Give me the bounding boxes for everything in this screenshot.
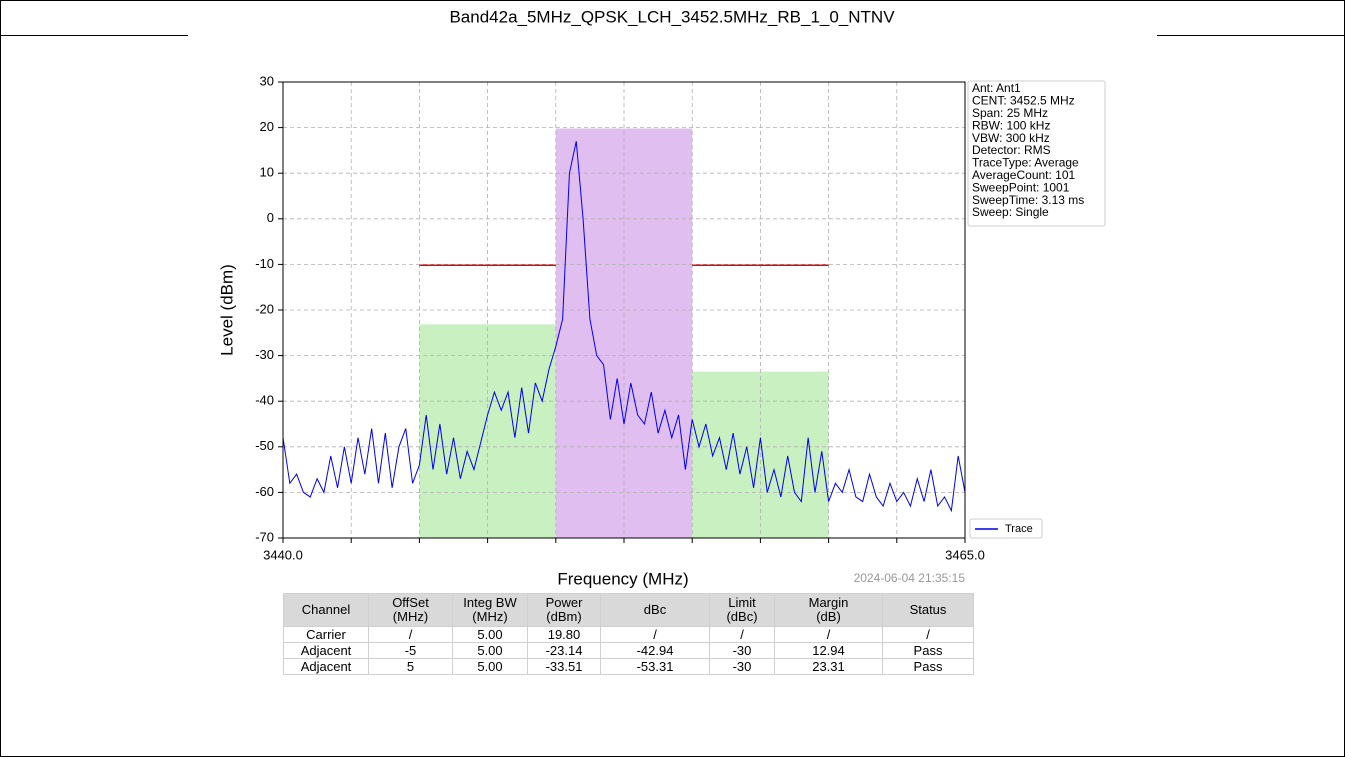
table-cell: -5	[368, 642, 453, 659]
table-row: Carrier/5.00 19.80// / /	[283, 626, 974, 643]
table-cell: 12.94	[774, 642, 883, 659]
info-line: Ant: Ant1	[972, 81, 1021, 95]
y-tick-label: 10	[260, 165, 274, 180]
table-cell: 5.00	[452, 642, 528, 659]
legend-label: Trace	[1005, 523, 1033, 535]
table-cell: Pass	[882, 642, 974, 659]
header-row: Channel OffSet (MHz) Integ BW (MHz) Power (…	[283, 593, 974, 627]
header-cell: Integ BW (MHz)	[452, 593, 528, 627]
y-tick-label: 20	[260, 119, 274, 134]
info-box	[967, 80, 1106, 227]
legend-box	[969, 518, 1043, 539]
info-line: VBW: 300 kHz	[972, 131, 1050, 145]
info-line: Detector: RMS	[972, 143, 1051, 157]
table-cell: -30	[709, 642, 775, 659]
info-line: RBW: 100 kHz	[972, 118, 1050, 132]
timestamp: 2024-06-04 21:35:15	[854, 571, 966, 585]
info-line: CENT: 3452.5 MHz	[972, 94, 1075, 108]
info-line: SweepTime: 3.13 ms	[972, 193, 1084, 207]
table-cell: Adjacent	[283, 658, 369, 675]
header-cell: Status	[882, 593, 974, 627]
y-tick-label: -50	[255, 438, 274, 453]
header-cell: Channel	[283, 593, 369, 627]
table-cell: 5	[368, 658, 453, 675]
y-tick-label: -10	[255, 256, 274, 271]
x-tick-label: 3465.0	[945, 547, 985, 562]
table-cell: /	[774, 626, 883, 643]
table-cell: -53.31	[600, 658, 710, 675]
y-tick-label: -60	[255, 484, 274, 499]
y-axis-label: Level (dBm)	[217, 264, 236, 356]
chart-title: Band42a_5MHz_QPSK_LCH_3452.5MHz_RB_1_0_N…	[449, 7, 895, 26]
info-line: Span: 25 MHz	[972, 106, 1048, 120]
header-cell: Power (dBm)	[527, 593, 601, 627]
table-cell: -33.51	[527, 658, 601, 675]
header-cell: OffSet (MHz)	[368, 593, 453, 627]
result-table: Channel OffSet (MHz) Integ BW (MHz) Power (…	[283, 593, 974, 675]
table-cell: Pass	[882, 658, 974, 675]
header-cell: dBc	[600, 593, 710, 627]
table-row: Adjacent -5 5.00 -23.14 -42.94 -30 12.94 Pass	[283, 642, 974, 659]
table-cell: -30	[709, 658, 775, 675]
table-cell: /	[368, 626, 453, 643]
header-cell: Limit (dBc)	[709, 593, 775, 627]
table-cell: Carrier	[283, 626, 369, 643]
info-line: AverageCount: 101	[972, 168, 1076, 182]
table-cell: /	[882, 626, 974, 643]
table-cell: -42.94	[600, 642, 710, 659]
info-line: SweepPoint: 1001	[972, 180, 1070, 194]
table-cell: Adjacent	[283, 642, 369, 659]
x-axis-label: Frequency (MHz)	[557, 569, 688, 588]
table-cell: 23.31	[774, 658, 883, 675]
plot-border	[282, 81, 966, 539]
table-cell: 5.00	[452, 626, 528, 643]
y-tick-label: -70	[255, 529, 274, 544]
y-tick-label: -20	[255, 301, 274, 316]
table-cell: 5.00	[452, 658, 528, 675]
y-tick-label: -40	[255, 393, 274, 408]
y-tick-label: 0	[267, 210, 274, 225]
table-cell: -23.14	[527, 642, 601, 659]
y-tick-label: -30	[255, 347, 274, 362]
table-cell: /	[709, 626, 775, 643]
table-cell: 19.80	[527, 626, 601, 643]
table-row: Adjacent 5 5.00 -33.51 -53.31 -30 23.31 Pass	[283, 658, 974, 675]
header-cell: Margin (dB)	[774, 593, 883, 627]
table-cell: /	[600, 626, 710, 643]
trace-line	[283, 141, 965, 513]
info-line: Sweep: Single	[972, 205, 1049, 219]
x-tick-label: 3440.0	[263, 547, 303, 562]
y-tick-label: 30	[260, 73, 274, 88]
info-line: TraceType: Average	[972, 156, 1079, 170]
